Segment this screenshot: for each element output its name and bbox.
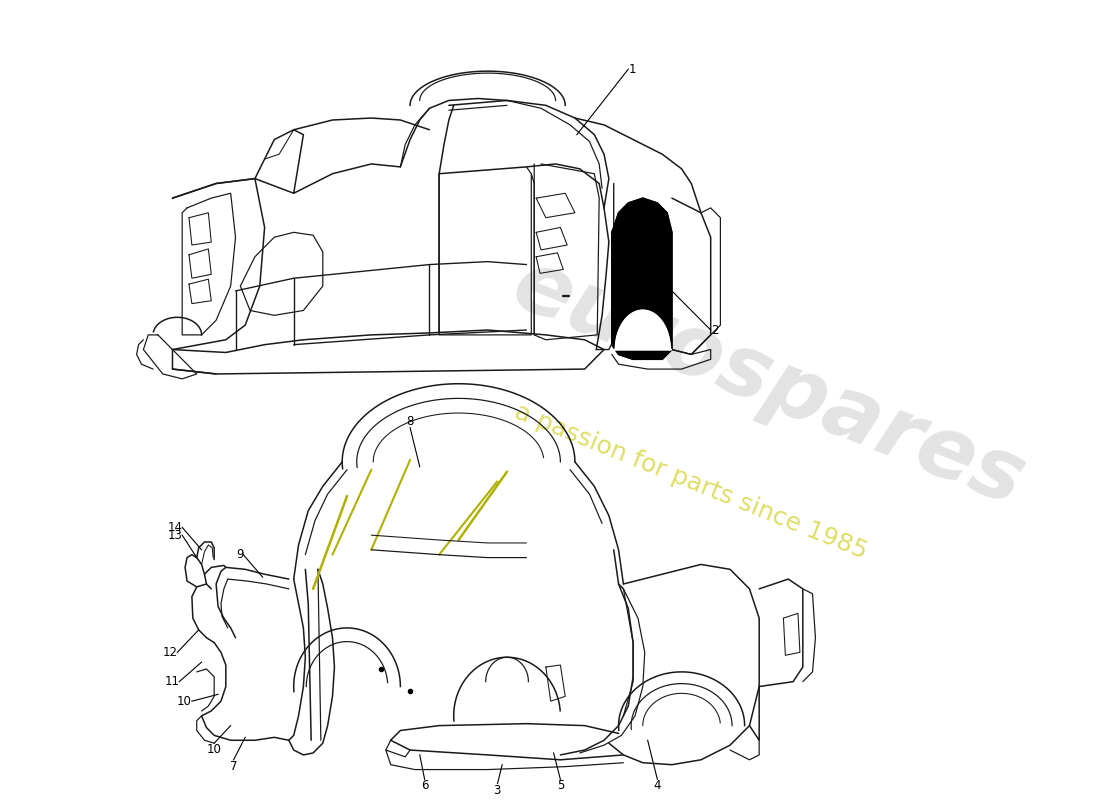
Text: 10: 10 [207, 743, 221, 756]
Text: 1: 1 [628, 62, 636, 76]
Polygon shape [612, 198, 672, 359]
Text: eurospares: eurospares [500, 243, 1037, 524]
Text: 11: 11 [164, 675, 179, 688]
Text: 8: 8 [406, 414, 414, 428]
Text: 14: 14 [167, 521, 183, 534]
Text: 4: 4 [653, 779, 661, 792]
Text: 10: 10 [177, 694, 191, 708]
Text: a passion for parts since 1985: a passion for parts since 1985 [512, 399, 871, 563]
Text: 9: 9 [235, 548, 243, 561]
Text: 2: 2 [711, 323, 718, 337]
Text: 7: 7 [230, 760, 238, 773]
Text: 6: 6 [421, 779, 428, 792]
Text: 3: 3 [494, 784, 501, 798]
Text: 13: 13 [167, 529, 183, 542]
Text: 5: 5 [557, 779, 564, 792]
Text: 12: 12 [163, 646, 177, 659]
Polygon shape [614, 310, 672, 350]
